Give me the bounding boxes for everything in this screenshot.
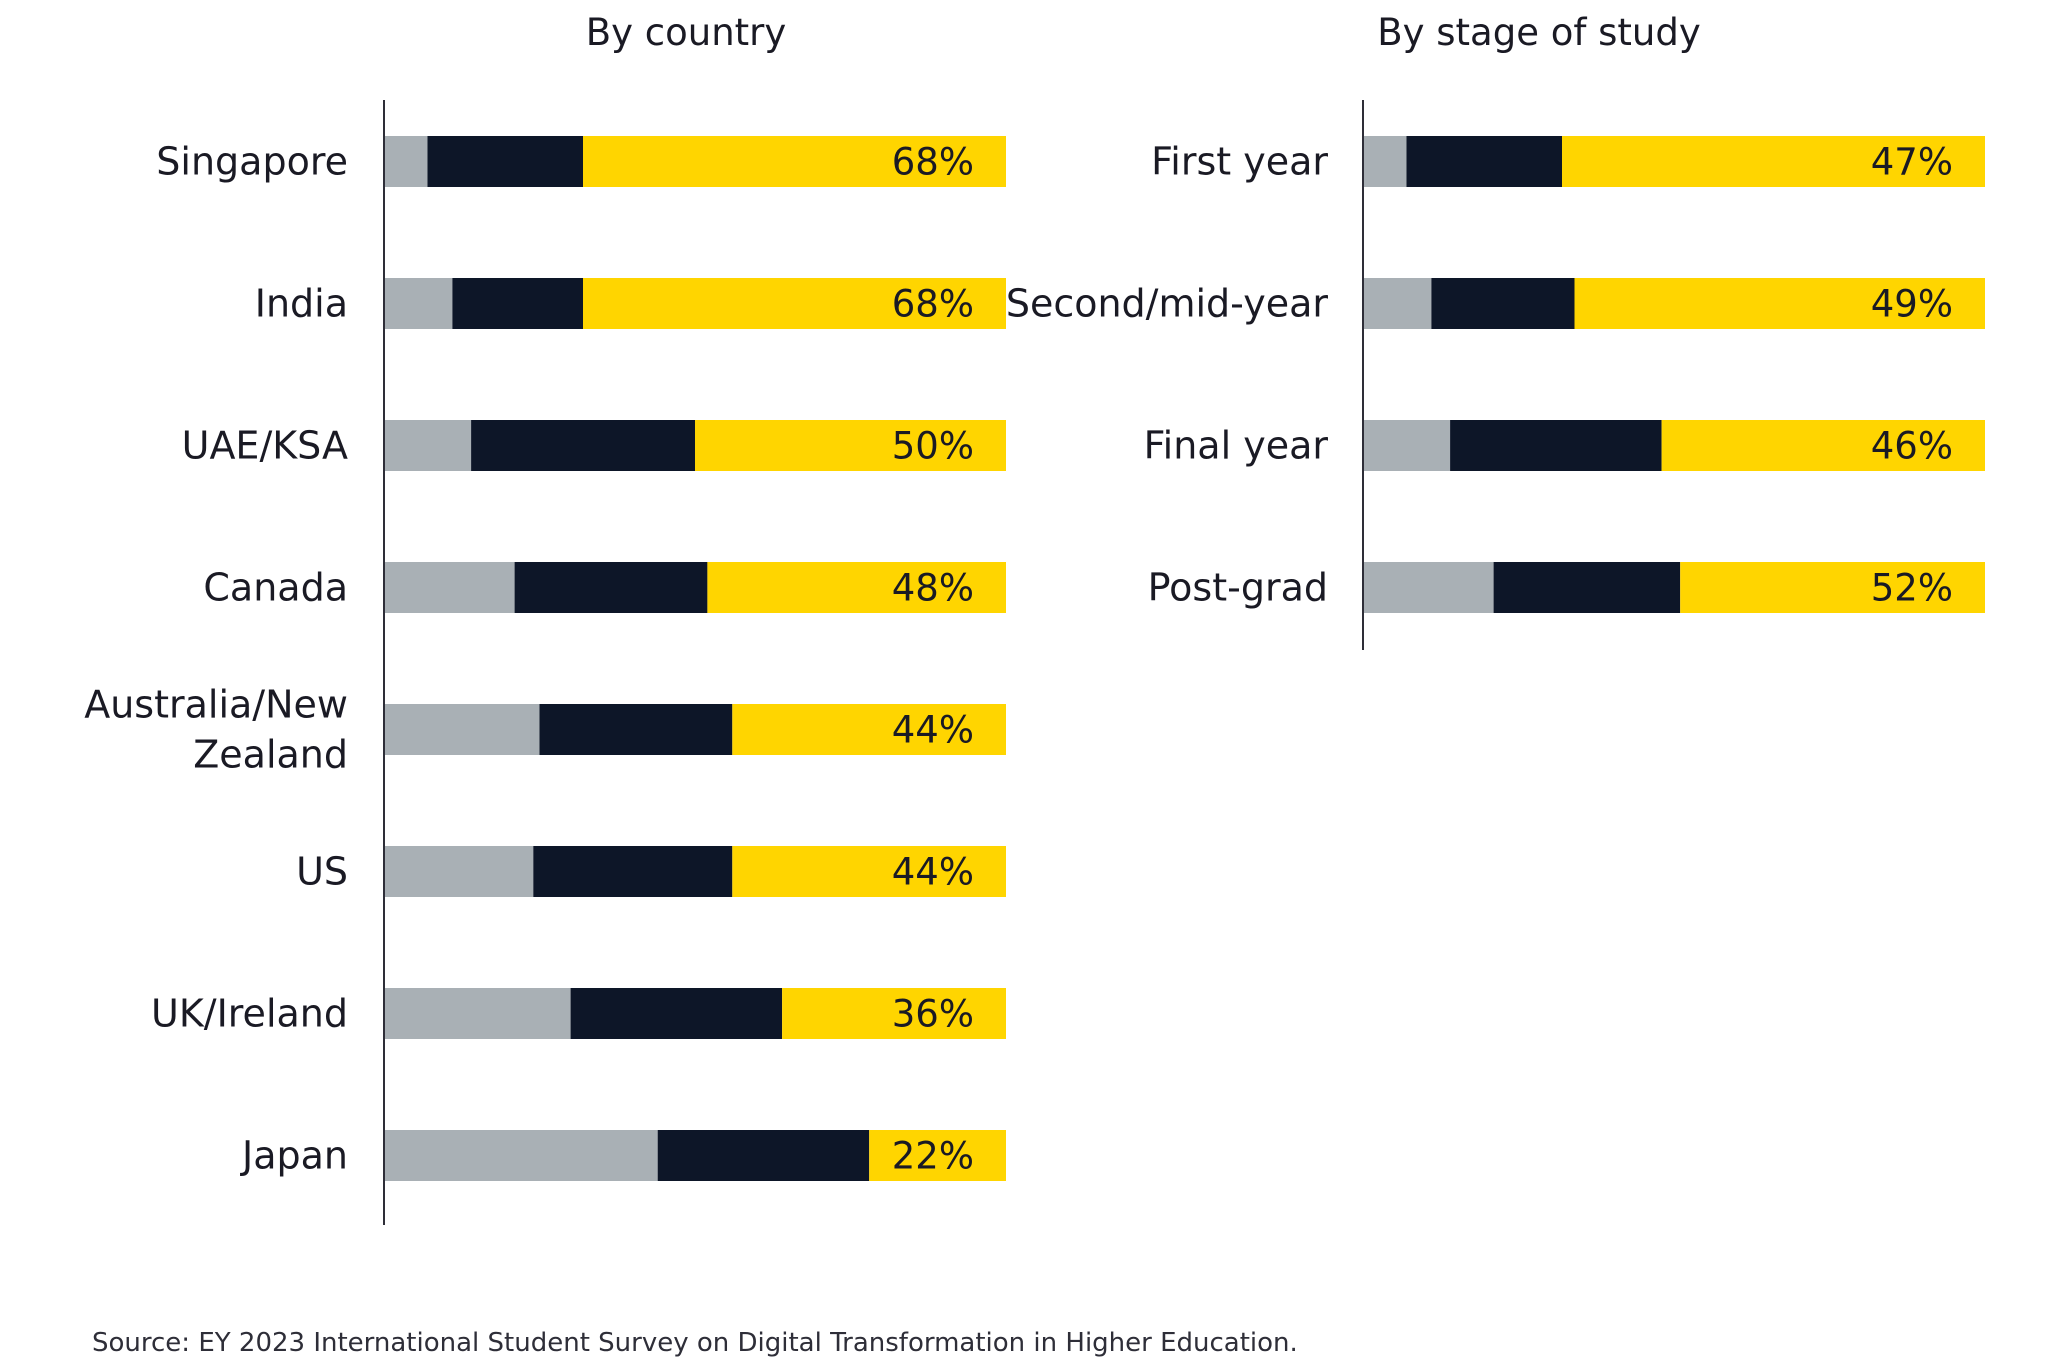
bar-stage-2-dark — [1431, 278, 1575, 329]
value-label-country-6: 44% — [892, 851, 974, 894]
bar-stage-4-dark — [1493, 562, 1681, 613]
category-label-country-1: Singapore — [156, 140, 348, 184]
value-label-country-8: 22% — [892, 1135, 974, 1178]
source-note: Source: EY 2023 International Student Su… — [92, 1328, 1298, 1358]
bar-stage-4-yellow — [1680, 562, 1985, 613]
category-label-stage-3: Final year — [1144, 424, 1329, 468]
bar-country-5-grey — [384, 704, 540, 755]
value-label-country-1: 68% — [892, 141, 974, 184]
bar-country-8-yellow — [869, 1130, 1006, 1181]
bar-country-4-dark — [514, 562, 708, 613]
bar-country-6-dark — [533, 846, 733, 897]
value-label-stage-1: 47% — [1871, 141, 1953, 184]
bar-stage-2-grey — [1363, 278, 1432, 329]
category-label-country-7: UK/Ireland — [151, 992, 348, 1036]
category-label-stage-2: Second/mid-year — [1006, 282, 1329, 326]
bar-country-4-grey — [384, 562, 515, 613]
bar-stage-3-yellow — [1661, 420, 1985, 471]
bar-country-8-dark — [657, 1130, 870, 1181]
bar-country-3-grey — [384, 420, 472, 471]
category-label-country-6: US — [296, 850, 348, 894]
bar-stage-1-yellow — [1562, 136, 1985, 187]
bar-country-2-grey — [384, 278, 453, 329]
value-label-country-2: 68% — [892, 283, 974, 326]
bar-country-1-grey — [384, 136, 428, 187]
bar-country-1-yellow — [583, 136, 1006, 187]
bar-country-5-yellow — [732, 704, 1006, 755]
bar-country-5-dark — [539, 704, 733, 755]
bar-country-7-yellow — [782, 988, 1006, 1039]
bar-stage-4-grey — [1363, 562, 1494, 613]
value-label-stage-4: 52% — [1871, 567, 1953, 610]
bar-country-3-yellow — [695, 420, 1006, 471]
chart-title-stage: By stage of study — [1377, 11, 1701, 54]
bar-country-7-dark — [570, 988, 783, 1039]
value-label-stage-3: 46% — [1871, 425, 1953, 468]
value-label-country-3: 50% — [892, 425, 974, 468]
category-label-country-4: Canada — [203, 566, 348, 610]
bar-country-3-dark — [471, 420, 695, 471]
bar-country-2-yellow — [583, 278, 1006, 329]
bar-stage-3-grey — [1363, 420, 1451, 471]
category-label-country-3: UAE/KSA — [182, 424, 348, 468]
category-label-country-5: Australia/New Zealand — [84, 683, 348, 777]
bar-country-2-dark — [452, 278, 583, 329]
bar-country-4-yellow — [707, 562, 1006, 613]
bar-country-1-dark — [427, 136, 583, 187]
bar-stage-1-grey — [1363, 136, 1407, 187]
chart-title-country: By country — [586, 11, 787, 54]
bar-country-7-grey — [384, 988, 571, 1039]
value-label-country-5: 44% — [892, 709, 974, 752]
category-label-stage-1: First year — [1151, 140, 1328, 184]
bar-stage-2-yellow — [1574, 278, 1985, 329]
value-label-country-7: 36% — [892, 993, 974, 1036]
bar-stage-3-dark — [1450, 420, 1662, 471]
value-label-stage-2: 49% — [1871, 283, 1953, 326]
bar-stage-1-dark — [1406, 136, 1562, 187]
bar-country-6-grey — [384, 846, 534, 897]
chart-panel-country: By country Singapore 68% India 68% UAE/KSA 50%… — [84, 11, 1006, 1225]
value-label-country-4: 48% — [892, 567, 974, 610]
category-label-stage-4: Post-grad — [1148, 566, 1328, 610]
chart-panel-stage: By stage of study First year 47% Second/mid… — [1006, 11, 1985, 650]
category-label-country-8: Japan — [240, 1134, 348, 1178]
category-label-country-2: India — [255, 282, 348, 326]
bar-country-6-yellow — [732, 846, 1006, 897]
bar-country-8-grey — [384, 1130, 658, 1181]
